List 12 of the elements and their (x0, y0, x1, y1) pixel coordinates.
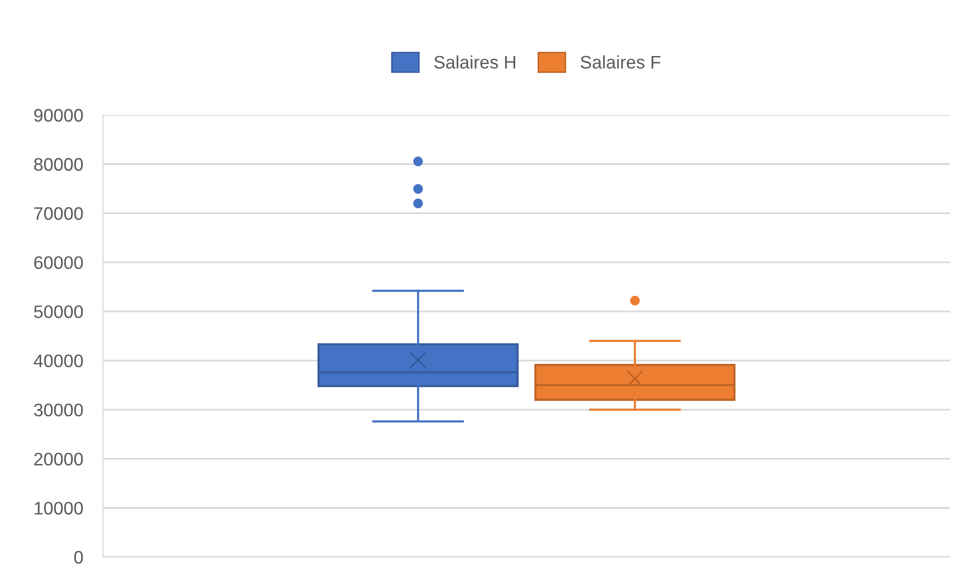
legend-label: Salaires H (434, 55, 516, 69)
y-tick-label: 80000 (34, 158, 83, 171)
y-tick-label: 0 (74, 550, 83, 564)
y-tick-label: 10000 (34, 502, 83, 515)
y-tick-label: 30000 (34, 404, 83, 416)
legend-label: Salaires F (580, 55, 660, 69)
y-tick-label: 60000 (34, 256, 83, 270)
y-tick-label: 50000 (34, 305, 83, 318)
y-tick-label: 40000 (34, 354, 83, 368)
y-tick-label: 90000 (34, 108, 83, 122)
y-tick-label: 20000 (34, 452, 83, 466)
y-tick-label: 70000 (34, 207, 83, 220)
